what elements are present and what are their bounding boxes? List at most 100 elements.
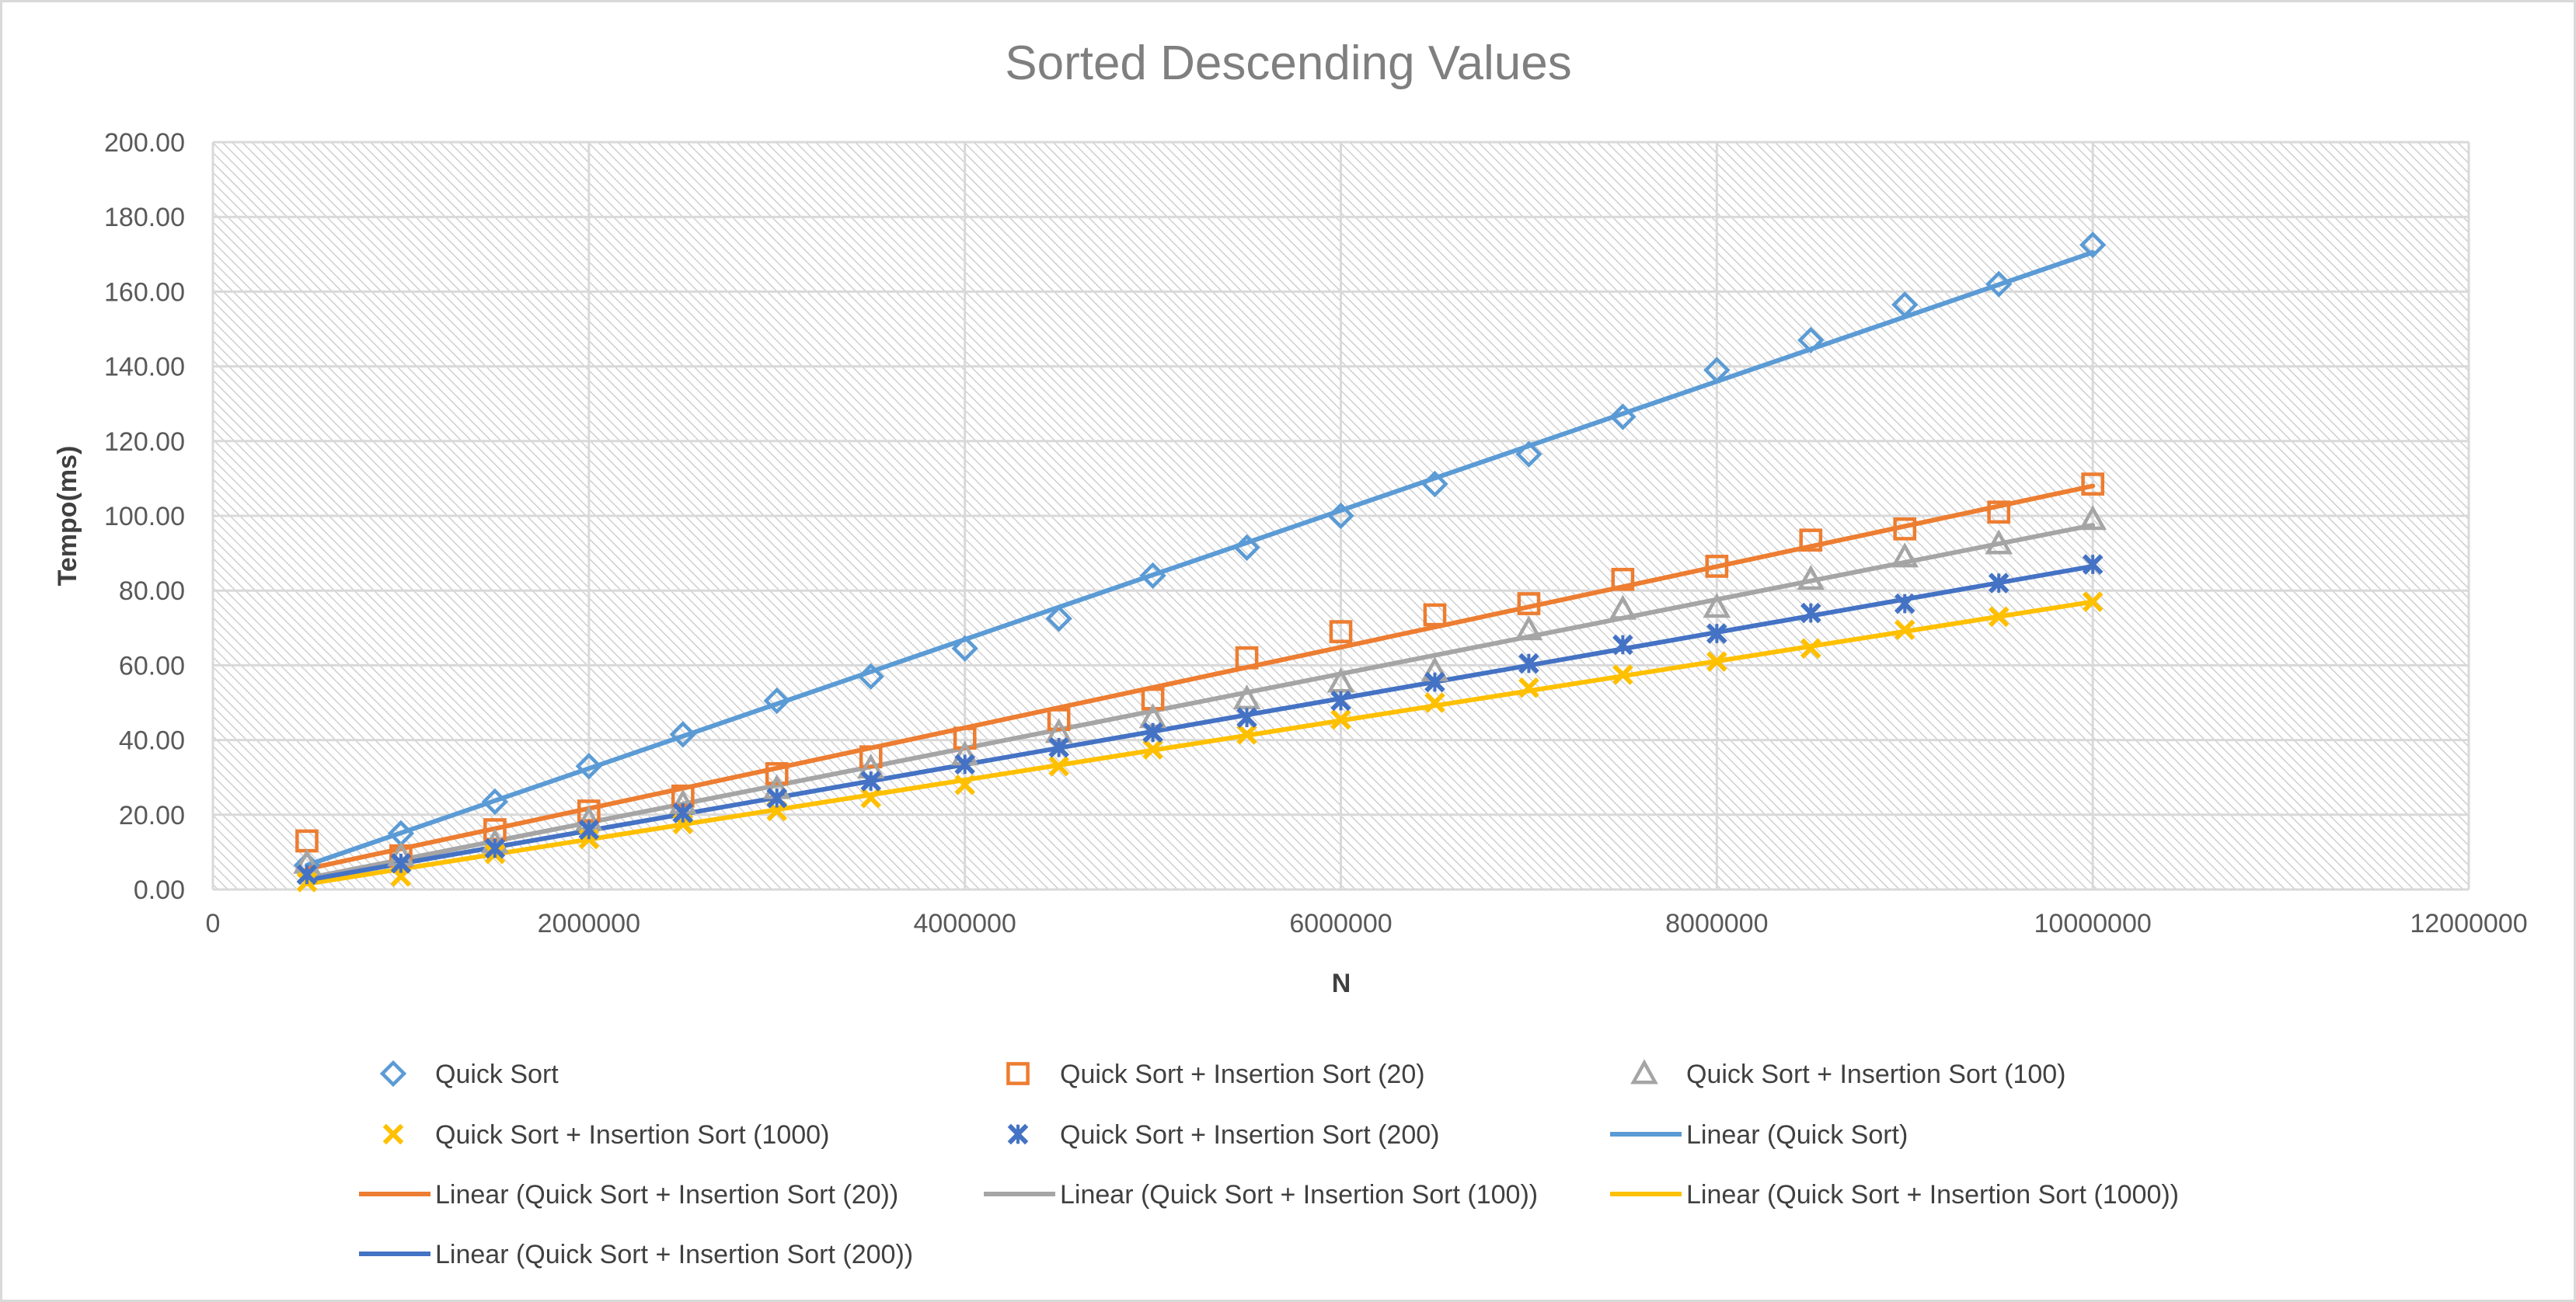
- x-tick-label: 4000000: [913, 909, 1016, 938]
- x-tick-label: 2000000: [538, 909, 640, 938]
- y-axis-tick-labels: 0.00 20.00 40.00 60.00 80.00 100.00 120.00 140.…: [104, 128, 185, 905]
- trendline: [304, 563, 2096, 883]
- data-point: [1703, 593, 1731, 618]
- data-point: [951, 635, 978, 662]
- legend-entry: Linear (Quick Sort + Insertion Sort (100…: [984, 1180, 1538, 1210]
- data-point: [1236, 707, 1257, 729]
- data-point: [669, 721, 696, 748]
- data-point: [1423, 603, 1447, 627]
- data-point: [1893, 517, 1917, 541]
- data-point: [1800, 638, 1821, 660]
- y-axis-title: Tempo(ms): [53, 446, 82, 587]
- y-tick-label: 20.00: [119, 801, 185, 830]
- gridlines: [211, 141, 2470, 891]
- legend-label: Quick Sort + Insertion Sort (100): [1686, 1060, 2065, 1089]
- data-point: [1047, 708, 1071, 731]
- data-point: [484, 837, 506, 859]
- data-point: [1894, 593, 1915, 614]
- data-point: [1515, 615, 1543, 641]
- trendline: [304, 523, 2096, 881]
- legend-marker: [379, 1060, 407, 1088]
- data-point: [1139, 562, 1166, 590]
- y-tick-label: 80.00: [119, 576, 185, 606]
- data-point: [765, 762, 789, 785]
- data-point: [2082, 554, 2104, 575]
- data-point: [1421, 470, 1448, 498]
- data-point: [857, 663, 884, 691]
- legend-label: Quick Sort + Insertion Sort (1000): [435, 1120, 829, 1150]
- legend-entry: Linear (Quick Sort + Insertion Sort (20)…: [359, 1180, 898, 1210]
- data-point: [1799, 528, 1823, 552]
- y-tick-label: 160.00: [104, 277, 185, 307]
- legend-label: Linear (Quick Sort): [1686, 1120, 1908, 1150]
- legend-entry: Linear (Quick Sort + Insertion Sort (200…: [359, 1240, 913, 1269]
- x-axis-tick-labels: 0 2000000 4000000 6000000 8000000 10000000 120…: [206, 909, 2528, 938]
- data-point: [1894, 619, 1915, 641]
- data-point: [1518, 653, 1539, 674]
- data-point: [2079, 505, 2107, 531]
- data-point: [575, 753, 603, 780]
- data-point: [763, 687, 790, 715]
- y-tick-label: 40.00: [119, 726, 185, 756]
- legend-marker: [1006, 1062, 1030, 1085]
- legend-label: Linear (Quick Sort + Insertion Sort (100…: [1060, 1180, 1538, 1210]
- data-point: [481, 788, 509, 816]
- data-point: [1609, 403, 1637, 430]
- legend-label: Quick Sort + Insertion Sort (200): [1060, 1120, 1439, 1150]
- legend-entry: Quick Sort: [379, 1060, 559, 1089]
- data-point: [1706, 623, 1727, 644]
- data-point: [578, 819, 600, 841]
- data-point: [1612, 634, 1633, 656]
- data-point: [1797, 565, 1825, 590]
- x-tick-label: 8000000: [1665, 909, 1768, 938]
- data-point: [953, 726, 977, 750]
- data-point: [1424, 692, 1445, 713]
- legend-label: Quick Sort + Insertion Sort (20): [1060, 1060, 1425, 1089]
- legend-entry: Quick Sort + Insertion Sort (20): [1006, 1060, 1425, 1089]
- data-point: [1326, 667, 1355, 693]
- data-point: [1142, 722, 1163, 743]
- trendlines: [304, 249, 2096, 886]
- data-point: [766, 787, 788, 809]
- data-point: [672, 802, 694, 823]
- data-point: [1988, 606, 2010, 628]
- data-point: [1329, 620, 1353, 643]
- data-point: [1048, 755, 1069, 777]
- data-point: [1705, 555, 1729, 578]
- data-point: [2079, 232, 2107, 259]
- trendline: [304, 483, 2096, 872]
- data-point: [1706, 651, 1727, 672]
- legend-entry: Linear (Quick Sort + Insertion Sort (100…: [1610, 1180, 2179, 1210]
- data-point: [1609, 594, 1637, 620]
- legend-entry: Quick Sort + Insertion Sort (1000): [382, 1120, 829, 1150]
- data-point: [1891, 291, 1919, 319]
- legend-marker: [1630, 1059, 1658, 1084]
- legend: Quick Sort Quick Sort + Insertion Sort (2…: [359, 1059, 2179, 1269]
- data-point: [1987, 500, 2011, 524]
- y-tick-label: 180.00: [104, 203, 185, 232]
- legend-label: Quick Sort: [435, 1060, 559, 1089]
- legend-label: Linear (Quick Sort + Insertion Sort (20)…: [435, 1180, 898, 1210]
- y-tick-label: 200.00: [104, 128, 185, 158]
- data-point: [1517, 592, 1541, 615]
- data-point: [390, 853, 412, 874]
- data-point: [1515, 440, 1542, 468]
- data-point: [1327, 502, 1354, 530]
- data-point: [1142, 739, 1163, 760]
- data-point: [860, 787, 882, 809]
- x-tick-label: 6000000: [1289, 909, 1392, 938]
- data-point: [1235, 646, 1259, 670]
- data-point: [1236, 724, 1257, 745]
- legend-marker: [1007, 1123, 1029, 1145]
- legend-label: Linear (Quick Sort + Insertion Sort (100…: [1686, 1180, 2179, 1210]
- data-point: [1424, 671, 1445, 693]
- x-tick-label: 10000000: [2034, 909, 2152, 938]
- series-markers: [296, 554, 2104, 886]
- data-point: [1518, 677, 1539, 698]
- data-point: [1048, 736, 1069, 758]
- trendline: [304, 599, 2096, 886]
- legend-entry: Linear (Quick Sort): [1610, 1120, 1908, 1150]
- x-tick-label: 0: [206, 909, 221, 938]
